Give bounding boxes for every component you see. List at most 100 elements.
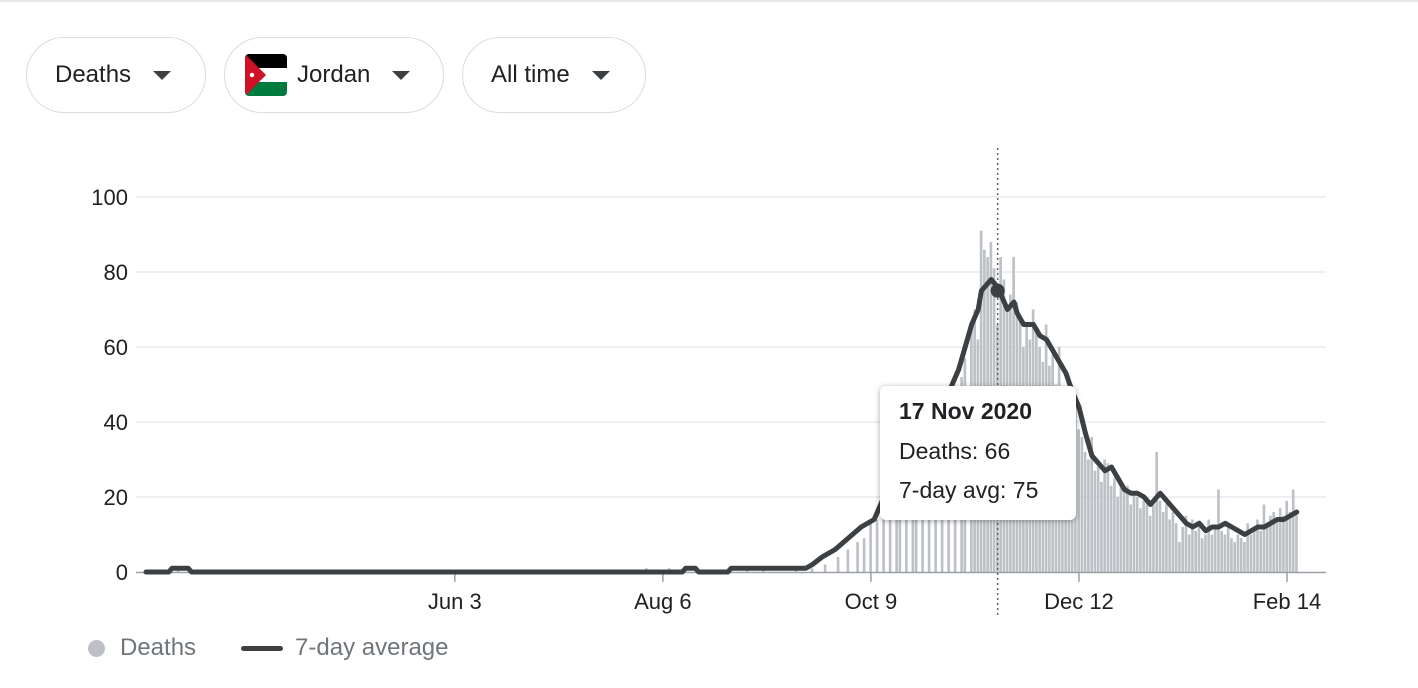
chart-legend: Deaths 7-day average <box>88 630 448 666</box>
deaths-bar <box>1217 489 1220 572</box>
time-range-dropdown-label: All time <box>491 61 570 88</box>
deaths-bar <box>1103 459 1106 572</box>
deaths-bar <box>836 557 840 572</box>
x-axis: Jun 3 Aug 6 Oct 9 Dec 12 Feb 14 <box>136 571 1326 614</box>
deaths-bar <box>905 497 908 572</box>
deaths-bar <box>1129 504 1132 572</box>
highlight-point <box>990 283 1005 298</box>
deaths-bar <box>1191 519 1194 572</box>
deaths-bar <box>1295 512 1298 572</box>
chart-gridlines <box>136 196 1326 498</box>
deaths-bar <box>1109 485 1113 572</box>
deaths-bar <box>862 538 866 572</box>
deaths-bar <box>1083 452 1087 572</box>
average-legend-swatch <box>241 645 284 651</box>
deaths-bar <box>888 508 892 572</box>
deaths-bar <box>1122 489 1126 572</box>
deaths-bar <box>1243 542 1246 572</box>
jordan-flag-icon <box>245 54 287 96</box>
y-axis-labels: 0 20 40 60 80 100 <box>91 185 128 585</box>
y-tick-label: 0 <box>116 560 128 585</box>
x-tick-label: Feb 14 <box>1253 589 1322 614</box>
deaths-bar <box>1265 523 1269 572</box>
deaths-bar <box>1135 497 1139 572</box>
deaths-bar <box>1152 504 1155 572</box>
deaths-bar <box>1207 519 1210 572</box>
deaths-bar <box>846 549 850 572</box>
deaths-bar <box>1230 538 1233 572</box>
deaths-bar <box>911 474 915 572</box>
deaths-bar <box>1113 478 1116 572</box>
deaths-bar <box>1116 497 1119 572</box>
deaths-bar <box>1165 504 1168 572</box>
deaths-bar <box>1210 534 1214 572</box>
deaths-bar <box>1236 534 1240 572</box>
deaths-bar <box>1184 515 1188 572</box>
deaths-bar <box>1197 527 1201 572</box>
deaths-bar <box>1194 530 1197 572</box>
deaths-bar <box>1096 467 1100 572</box>
deaths-bar <box>895 512 898 572</box>
deaths-bar <box>1126 485 1129 572</box>
y-tick-label: 80 <box>104 260 128 285</box>
deaths-bar <box>856 542 859 572</box>
deaths-bar <box>810 568 814 572</box>
deaths-bars <box>176 230 1298 572</box>
deaths-bar <box>1145 497 1149 572</box>
time-range-dropdown[interactable]: All time <box>462 37 646 113</box>
chart-tooltip: 17 Nov 2020 Deaths: 66 7-day avg: 75 <box>880 386 1076 520</box>
deaths-bar <box>1119 482 1123 572</box>
y-tick-label: 40 <box>104 410 128 435</box>
deaths-bar <box>1246 523 1250 572</box>
deaths-bar <box>1090 437 1093 572</box>
deaths-bar <box>1272 512 1276 572</box>
deaths-bar <box>823 564 827 572</box>
deaths-bar <box>1187 534 1191 572</box>
deaths-bar <box>869 523 872 572</box>
deaths-bar <box>1158 500 1162 572</box>
metric-dropdown[interactable]: Deaths <box>26 37 206 113</box>
deaths-bar <box>1220 530 1223 572</box>
deaths-bar <box>1262 504 1266 572</box>
x-tick-label: Aug 6 <box>634 589 692 614</box>
deaths-bar <box>1155 452 1158 572</box>
caret-down-icon <box>153 70 172 80</box>
deaths-bar <box>1259 530 1263 572</box>
y-tick-label: 60 <box>104 335 128 360</box>
country-dropdown[interactable]: Jordan <box>224 37 444 113</box>
deaths-bar <box>882 515 885 572</box>
deaths-bar <box>1132 493 1136 572</box>
deaths-bar <box>1178 542 1181 572</box>
deaths-bar <box>1200 538 1204 572</box>
deaths-bar <box>1285 500 1289 572</box>
x-tick-label: Jun 3 <box>428 589 482 614</box>
deaths-bar <box>1252 527 1256 572</box>
deaths-bar <box>1269 515 1272 572</box>
deaths-bar <box>1161 512 1165 572</box>
deaths-bar <box>1168 519 1171 572</box>
deaths-bar <box>898 489 902 572</box>
tooltip-deaths: Deaths: 66 <box>899 438 1011 464</box>
deaths-bar <box>1282 515 1285 572</box>
deaths-bar <box>1275 519 1279 572</box>
deaths-bar <box>1249 534 1253 572</box>
deaths-bar <box>1278 508 1282 572</box>
deaths-bar <box>1087 459 1090 572</box>
deaths-legend-swatch <box>88 639 105 657</box>
deaths-bar <box>1204 534 1207 572</box>
deaths-bar <box>1226 527 1230 572</box>
deaths-bar <box>1142 500 1145 572</box>
deaths-bar <box>1291 489 1295 572</box>
deaths-legend-label: Deaths <box>120 634 197 661</box>
y-tick-label: 100 <box>91 185 128 210</box>
deaths-bar <box>1148 515 1152 572</box>
deaths-bar <box>1233 542 1237 572</box>
metric-dropdown-label: Deaths <box>55 61 132 88</box>
deaths-bar <box>1239 538 1243 572</box>
deaths-bar <box>1256 519 1259 572</box>
deaths-bar <box>1100 482 1103 572</box>
country-dropdown-label: Jordan <box>297 61 371 88</box>
deaths-bar <box>1171 512 1175 572</box>
tooltip-date: 17 Nov 2020 <box>899 398 1032 424</box>
